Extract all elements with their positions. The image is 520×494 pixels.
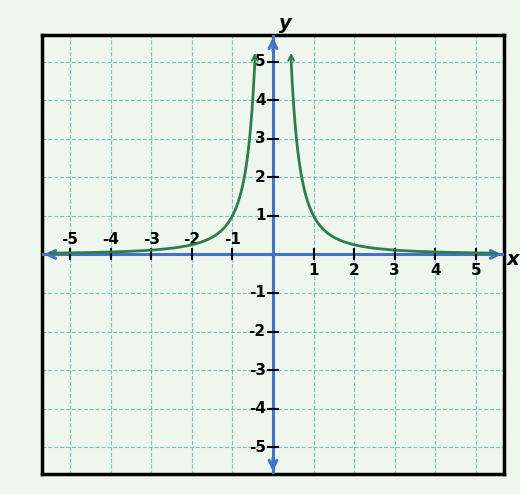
Text: y: y <box>279 14 292 33</box>
Text: -2: -2 <box>183 233 200 247</box>
Text: 4: 4 <box>430 263 440 278</box>
Text: 3: 3 <box>389 263 400 278</box>
Text: -4: -4 <box>102 233 119 247</box>
Text: -3: -3 <box>249 363 266 377</box>
Text: 1: 1 <box>255 208 266 223</box>
Text: -4: -4 <box>249 401 266 416</box>
Text: -1: -1 <box>224 233 241 247</box>
Text: -3: -3 <box>142 233 160 247</box>
Text: 2: 2 <box>255 170 266 185</box>
Text: -5: -5 <box>61 233 79 247</box>
Text: x: x <box>506 249 519 269</box>
Text: 5: 5 <box>471 263 482 278</box>
Text: 3: 3 <box>255 131 266 146</box>
Text: 5: 5 <box>255 54 266 69</box>
Text: 2: 2 <box>349 263 359 278</box>
Text: -1: -1 <box>249 286 266 300</box>
Text: 4: 4 <box>255 93 266 108</box>
Text: 1: 1 <box>308 263 319 278</box>
Text: -2: -2 <box>249 324 266 339</box>
Text: -5: -5 <box>249 440 266 455</box>
